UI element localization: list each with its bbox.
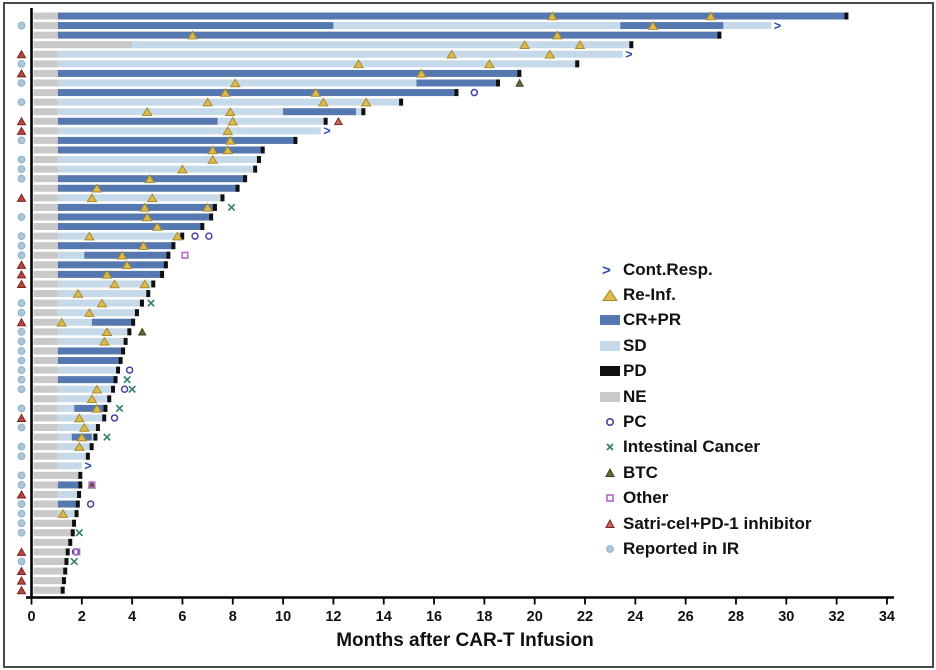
- x-tick-label: 6: [178, 609, 186, 625]
- legend-item-satri-pd1: Satri-cel+PD-1 inhibitor: [597, 511, 929, 536]
- legend-label: Reported in IR: [623, 538, 740, 558]
- svg-text:>: >: [602, 262, 611, 278]
- sd-bar-icon: [597, 338, 623, 354]
- x-tick-label: 34: [879, 609, 895, 625]
- svg-text:>: >: [84, 459, 91, 473]
- pd-bar-icon: [597, 363, 623, 379]
- x-tick-label: 24: [627, 609, 643, 625]
- x-tick-label: 10: [275, 609, 291, 625]
- x-tick-label: 22: [577, 609, 593, 625]
- legend-label: PC: [623, 412, 647, 432]
- svg-text:>: >: [625, 48, 632, 62]
- legend-item-cr-pr: CR+PR: [597, 308, 929, 333]
- legend-item-reported-in-ir: Reported in IR: [597, 536, 929, 561]
- legend-item-other: Other: [597, 486, 929, 511]
- x-tick-label: 8: [229, 609, 237, 625]
- pc-circle-icon: [597, 414, 623, 430]
- ne-bar-icon: [597, 389, 623, 405]
- legend-label: PD: [623, 361, 647, 381]
- svg-text:>: >: [774, 19, 781, 33]
- legend-label: BTC: [623, 462, 658, 482]
- cont-resp-arrow-icon: >: [597, 262, 623, 278]
- legend-label: NE: [623, 386, 647, 406]
- x-tick-label: 20: [527, 609, 543, 625]
- re-inf-triangle-icon: [597, 287, 623, 303]
- intestinal-cancer-x-icon: [597, 439, 623, 455]
- legend-label: Re-Inf.: [623, 285, 676, 305]
- x-tick-label: 26: [678, 609, 694, 625]
- x-tick-label: 30: [778, 609, 794, 625]
- legend-item-ne: NE: [597, 384, 929, 409]
- x-tick-label: 16: [426, 609, 442, 625]
- legend-item-pc: PC: [597, 409, 929, 434]
- legend-label: Cont.Resp.: [623, 259, 713, 279]
- cr-pr-bar-icon: [597, 312, 623, 328]
- x-axis-title: Months after CAR-T Infusion: [336, 630, 594, 651]
- legend-label: Intestinal Cancer: [623, 437, 760, 457]
- x-tick-label: 12: [325, 609, 341, 625]
- x-tick-label: 32: [829, 609, 845, 625]
- legend-label: CR+PR: [623, 310, 682, 330]
- satri-pd1-triangle-icon: [597, 516, 623, 532]
- reported-in-ir-circle-icon: [597, 541, 623, 557]
- legend-item-btc: BTC: [597, 460, 929, 485]
- legend-item-intestinal-cancer: Intestinal Cancer: [597, 435, 929, 460]
- legend-item-cont-resp: > Cont.Resp.: [597, 257, 929, 282]
- x-tick-label: 14: [376, 609, 392, 625]
- event-markers: > > > >: [16, 11, 781, 595]
- legend: > Cont.Resp. Re-Inf. CR+PR SD PD NE PC In…: [597, 257, 929, 562]
- legend-label: SD: [623, 335, 647, 355]
- axes: 0 2 4 6 8 10 12 14 16 18 20 22 24 26 28 30 32 34: [26, 8, 895, 625]
- patient-bars: [33, 12, 849, 594]
- legend-label: Other: [623, 488, 669, 508]
- other-square-icon: [597, 490, 623, 506]
- legend-item-sd: SD: [597, 333, 929, 358]
- svg-text:>: >: [323, 124, 330, 138]
- x-tick-label: 4: [128, 609, 136, 625]
- x-tick-label: 18: [476, 609, 492, 625]
- legend-label: Satri-cel+PD-1 inhibitor: [623, 513, 812, 533]
- btc-triangle-icon: [597, 465, 623, 481]
- x-tick-label: 28: [728, 609, 744, 625]
- x-tick-label: 2: [78, 609, 86, 625]
- legend-item-pd: PD: [597, 359, 929, 384]
- legend-item-re-inf: Re-Inf.: [597, 282, 929, 307]
- x-tick-label: 0: [27, 609, 35, 625]
